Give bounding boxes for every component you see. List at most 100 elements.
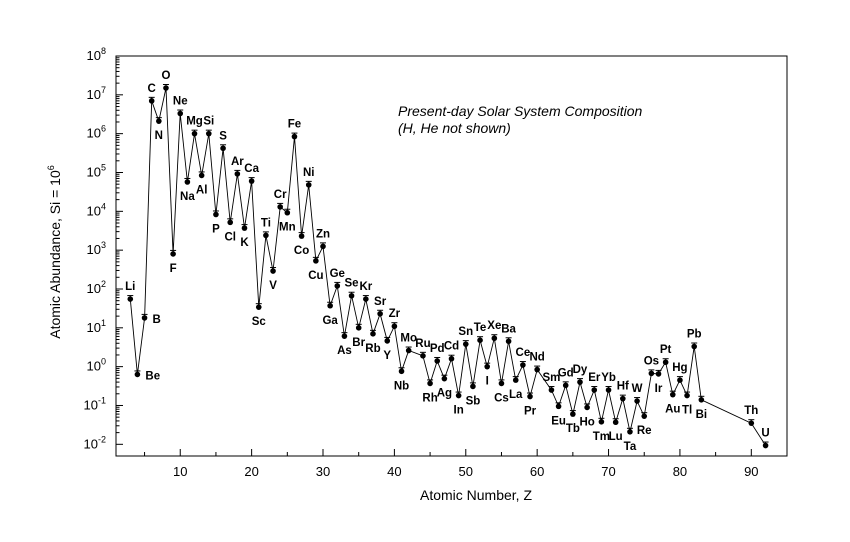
data-marker <box>498 380 505 387</box>
element-label-se: Se <box>345 278 359 290</box>
element-label-hg: Hg <box>672 362 687 374</box>
data-point-er <box>591 386 598 393</box>
data-marker <box>512 377 519 383</box>
data-point-n <box>155 117 162 124</box>
x-tick-label: 20 <box>244 464 258 479</box>
data-point-ce <box>519 361 526 368</box>
data-marker <box>405 347 412 354</box>
element-label-mg: Mg <box>186 116 203 128</box>
data-marker <box>584 404 590 411</box>
element-label-pr: Pr <box>524 406 537 418</box>
data-marker <box>284 209 291 216</box>
data-point-o <box>162 83 169 91</box>
y-tick-label-exponent: 5 <box>101 162 106 172</box>
data-marker <box>384 338 391 344</box>
element-label-te: Te <box>474 322 487 334</box>
element-label-xe: Xe <box>487 320 501 332</box>
element-label-f: F <box>170 263 177 275</box>
element-label-co: Co <box>294 245 309 257</box>
element-label-s: S <box>219 130 227 142</box>
data-point-ge <box>334 281 341 289</box>
y-tick-label-base: 10 <box>87 48 101 63</box>
element-label-dy: Dy <box>573 364 588 376</box>
data-marker <box>548 387 555 393</box>
element-label-cl: Cl <box>224 231 236 243</box>
y-tick-label-base: 10 <box>87 242 101 257</box>
data-point-tl <box>684 391 691 399</box>
data-point-v <box>270 267 277 274</box>
data-marker <box>577 379 583 385</box>
data-point-pd <box>434 356 441 364</box>
data-point-eu <box>555 402 562 410</box>
element-label-zn: Zn <box>316 228 330 240</box>
element-labels: Li Be B C N O F Ne Na Mg Al Si P S Cl Ar K Ca Sc Ti V Cr Mn Fe C… <box>125 70 770 453</box>
data-marker <box>363 296 369 302</box>
element-label-rb: Rb <box>365 343 380 355</box>
element-label-sc: Sc <box>252 316 267 328</box>
data-point-s <box>220 144 227 152</box>
data-point-kr <box>362 295 369 302</box>
y-tick-label-base: 10 <box>87 281 101 296</box>
data-point-pt <box>662 358 669 366</box>
data-marker <box>748 420 755 426</box>
element-label-ho: Ho <box>579 416 594 428</box>
data-point-y <box>384 336 391 344</box>
data-marker <box>655 371 662 377</box>
data-marker <box>148 98 155 104</box>
data-point-ho <box>584 403 591 411</box>
data-point-rb <box>369 329 376 337</box>
element-label-lu: Lu <box>609 431 623 443</box>
data-point-cs <box>498 379 505 387</box>
y-tick-label-exponent: 7 <box>101 85 106 95</box>
y-tick-label-base: 10 <box>87 359 101 374</box>
element-label-sm: Sm <box>542 372 560 384</box>
element-label-cd: Cd <box>444 341 459 353</box>
data-point-in <box>455 391 462 399</box>
data-marker <box>341 333 348 339</box>
data-point-na <box>184 177 191 185</box>
y-tick-label-base: 10 <box>84 397 98 412</box>
y-tick-label-exponent: 0 <box>101 357 106 367</box>
x-tick-label: 60 <box>530 464 544 479</box>
data-marker <box>305 182 312 188</box>
data-point-tm <box>598 417 605 425</box>
y-tick-label-base: 10 <box>87 320 101 335</box>
element-label-sr: Sr <box>374 296 387 308</box>
x-tick-label: 80 <box>673 464 687 479</box>
data-point-as <box>341 332 348 339</box>
data-marker <box>598 418 605 425</box>
element-label-pb: Pb <box>687 329 702 341</box>
data-point-tb <box>569 410 576 417</box>
data-marker <box>398 368 405 375</box>
data-point-os <box>648 369 655 377</box>
data-marker <box>177 110 184 117</box>
data-point-w <box>634 397 641 404</box>
data-marker <box>255 304 262 310</box>
element-label-c: C <box>148 83 156 95</box>
y-tick-label: 108 <box>87 46 106 63</box>
data-marker <box>334 283 341 289</box>
element-label-yb: Yb <box>601 372 616 384</box>
data-point-hg <box>676 376 683 383</box>
element-label-na: Na <box>180 191 195 203</box>
x-axis-title: Atomic Number, Z <box>420 487 532 503</box>
data-point-yb <box>605 386 612 393</box>
data-marker <box>448 355 455 362</box>
data-point-ar <box>234 169 241 177</box>
data-marker <box>370 331 376 337</box>
data-marker <box>298 233 305 239</box>
data-marker <box>377 310 383 317</box>
y-axis-title-text: Atomic Abundance, Si = 10 <box>47 170 63 339</box>
data-marker <box>684 392 690 399</box>
x-tick-label: 70 <box>601 464 615 479</box>
element-label-re: Re <box>637 425 652 437</box>
data-marker <box>477 337 483 343</box>
y-tick-label: 107 <box>87 85 106 102</box>
data-marker <box>605 387 612 393</box>
data-marker <box>698 397 705 403</box>
data-point-sr <box>377 309 384 317</box>
data-point-ta <box>626 427 633 435</box>
data-point-sc <box>255 303 262 310</box>
element-label-ar: Ar <box>231 156 244 168</box>
y-tick-label-exponent: 2 <box>101 279 106 289</box>
